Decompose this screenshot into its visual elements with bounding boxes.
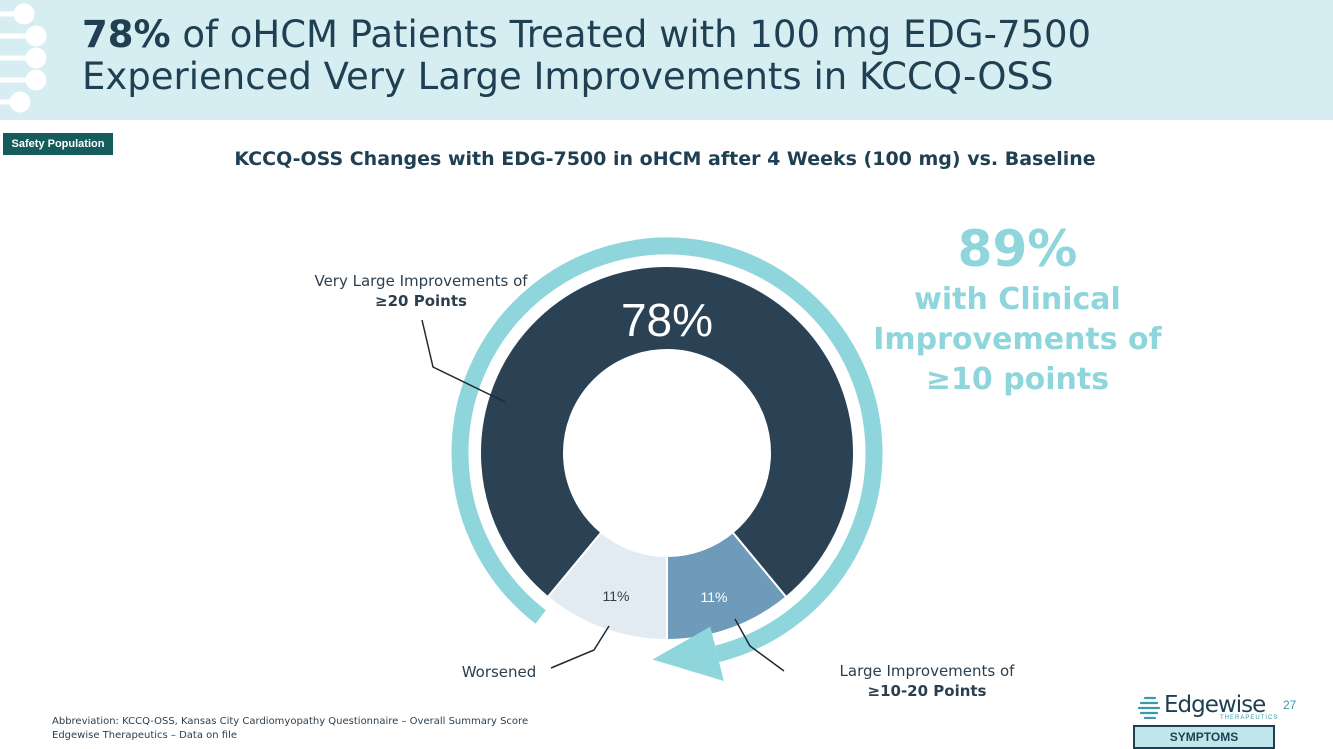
stat-percent: 89% xyxy=(957,220,1078,278)
footnote-abbreviation: Abbreviation: KCCQ-OSS, Kansas City Card… xyxy=(52,716,529,727)
footnotes: Abbreviation: KCCQ-OSS, Kansas City Card… xyxy=(52,715,528,743)
very-large-improvement-label: Very Large Improvements of ≥20 Points xyxy=(290,271,552,311)
title-line2: Experienced Very Large Improvements in K… xyxy=(82,55,1054,98)
donut-slice-0 xyxy=(479,265,855,599)
logo-name: Edgewise xyxy=(1164,692,1266,718)
logo-subtitle: THERAPEUTICS xyxy=(1220,715,1279,721)
page-number: 27 xyxy=(1283,698,1297,712)
circuit-decoration-icon xyxy=(0,3,47,113)
clinical-improvement-stat: 89% with Clinical Improvements of ≥10 po… xyxy=(850,218,1185,400)
stat-text: with Clinical Improvements of ≥10 points xyxy=(850,280,1185,400)
donut-slice-2 xyxy=(546,530,668,642)
very-large-line2: ≥20 Points xyxy=(375,292,467,310)
large-line1: Large Improvements of xyxy=(839,662,1015,680)
arc-arrowhead-icon xyxy=(652,626,724,682)
worsened-label: Worsened xyxy=(461,663,537,681)
leader-line-large xyxy=(734,618,785,672)
section-tag: SYMPTOMS xyxy=(1133,725,1275,749)
helix-logo-icon xyxy=(1137,696,1161,719)
worsened-percent-label: 11% xyxy=(603,588,630,604)
header-band: 78% of oHCM Patients Treated with 100 mg… xyxy=(0,0,1333,120)
large-improvement-percent-label: 11% xyxy=(701,589,728,605)
stat-line2: Improvements of xyxy=(873,322,1162,357)
donut-slices xyxy=(479,265,855,642)
chart-title: KCCQ-OSS Changes with EDG-7500 in oHCM a… xyxy=(234,148,1096,170)
title-bold-percent: 78% xyxy=(82,13,171,56)
slide-title: 78% of oHCM Patients Treated with 100 mg… xyxy=(82,14,1282,98)
stat-line3: ≥10 points xyxy=(925,362,1110,397)
stat-line1: with Clinical xyxy=(914,282,1121,317)
clinical-improvement-arc xyxy=(451,237,883,663)
very-large-line1: Very Large Improvements of xyxy=(314,272,528,290)
edgewise-logo: Edgewise THERAPEUTICS xyxy=(1134,692,1277,722)
large-improvement-label: Large Improvements of ≥10-20 Points xyxy=(818,661,1036,701)
title-line1: of oHCM Patients Treated with 100 mg EDG… xyxy=(170,13,1092,56)
center-percent-label: 78% xyxy=(621,294,713,346)
leader-line-very-large xyxy=(421,319,506,403)
footnote-source: Edgewise Therapeutics – Data on file xyxy=(52,730,238,741)
safety-population-badge: Safety Population xyxy=(3,133,113,155)
large-line2: ≥10-20 Points xyxy=(867,682,987,700)
leader-line-worsened xyxy=(550,625,610,669)
